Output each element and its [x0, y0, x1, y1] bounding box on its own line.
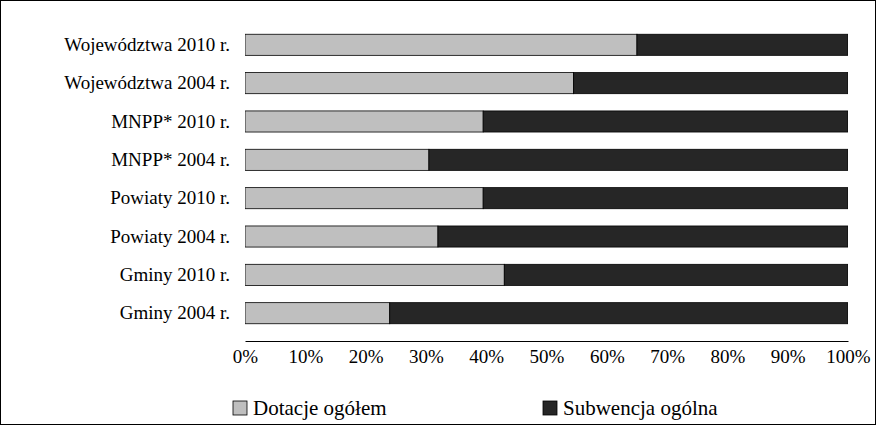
y-axis: Województwa 2010 r. Województwa 2004 r. MN…	[64, 34, 245, 323]
y-tick: Gminy 2010 r.	[120, 264, 245, 285]
bar-segment	[245, 73, 574, 94]
y-tick: MNPP* 2004 r.	[111, 149, 245, 170]
bar-segment	[245, 111, 483, 132]
x-tick: 80%	[710, 341, 745, 367]
bar-segment	[245, 226, 438, 247]
y-tick: Województwa 2010 r.	[64, 34, 245, 55]
bar-segment	[483, 111, 848, 132]
x-tick: 30%	[409, 341, 444, 367]
y-tick: Gminy 2004 r.	[120, 302, 245, 323]
x-axis: 0% 10% 20% 30% 40% 50% 60% 70% 80% 90% 100%	[233, 341, 871, 367]
x-tick: 10%	[288, 341, 323, 367]
x-tick: 0%	[233, 341, 259, 367]
x-tick-label: 60%	[590, 346, 625, 367]
y-tick-label: Powiaty 2010 r.	[110, 187, 230, 208]
x-tick: 50%	[530, 341, 565, 367]
x-tick: 90%	[771, 341, 806, 367]
bar-segment	[574, 73, 848, 94]
y-tick-label: Gminy 2010 r.	[120, 264, 230, 285]
y-tick-label: Województwa 2004 r.	[64, 72, 230, 93]
x-tick-label: 70%	[650, 346, 685, 367]
y-tick-label: MNPP* 2010 r.	[111, 111, 230, 132]
x-tick-label: 90%	[771, 346, 806, 367]
bar-segment	[483, 188, 848, 209]
x-tick: 60%	[590, 341, 625, 367]
legend-swatch	[233, 401, 247, 415]
x-tick-label: 10%	[288, 346, 323, 367]
y-tick: Powiaty 2004 r.	[110, 226, 245, 247]
bar-segment	[245, 264, 504, 285]
x-tick-label: 20%	[349, 346, 384, 367]
bars	[245, 34, 848, 323]
y-tick: Województwa 2004 r.	[64, 72, 245, 93]
bar-segment	[438, 226, 848, 247]
y-tick-label: Powiaty 2004 r.	[110, 226, 230, 247]
x-tick-label: 30%	[409, 346, 444, 367]
y-tick-label: Gminy 2004 r.	[120, 302, 230, 323]
x-tick-label: 50%	[530, 346, 565, 367]
frame	[1, 1, 876, 425]
legend-label: Subwencja ogólna	[563, 396, 718, 420]
x-tick-label: 100%	[826, 346, 871, 367]
y-tick-label: MNPP* 2004 r.	[111, 149, 230, 170]
bar-segment	[390, 303, 848, 324]
chart: 0% 10% 20% 30% 40% 50% 60% 70% 80% 90% 100% Wojewód…	[0, 0, 876, 425]
bar-segment	[504, 264, 848, 285]
y-tick-label: Województwa 2010 r.	[64, 34, 230, 55]
x-tick: 70%	[650, 341, 685, 367]
bar-segment	[245, 34, 637, 55]
bar-segment	[245, 303, 390, 324]
y-tick: Powiaty 2010 r.	[110, 187, 245, 208]
bar-segment	[429, 149, 848, 170]
x-tick: 20%	[349, 341, 384, 367]
x-tick: 40%	[469, 341, 504, 367]
x-axis-line	[246, 341, 849, 342]
legend-swatch	[543, 401, 557, 415]
legend-label: Dotacje ogółem	[253, 396, 387, 420]
bar-segment	[245, 149, 429, 170]
y-tick: MNPP* 2010 r.	[111, 111, 245, 132]
x-tick-label: 0%	[233, 346, 259, 367]
legend: Dotacje ogółem Subwencja ogólna	[233, 396, 718, 420]
x-tick: 100%	[826, 341, 871, 367]
x-tick-label: 40%	[469, 346, 504, 367]
bar-segment	[637, 34, 848, 55]
x-tick-label: 80%	[710, 346, 745, 367]
bar-segment	[245, 188, 483, 209]
